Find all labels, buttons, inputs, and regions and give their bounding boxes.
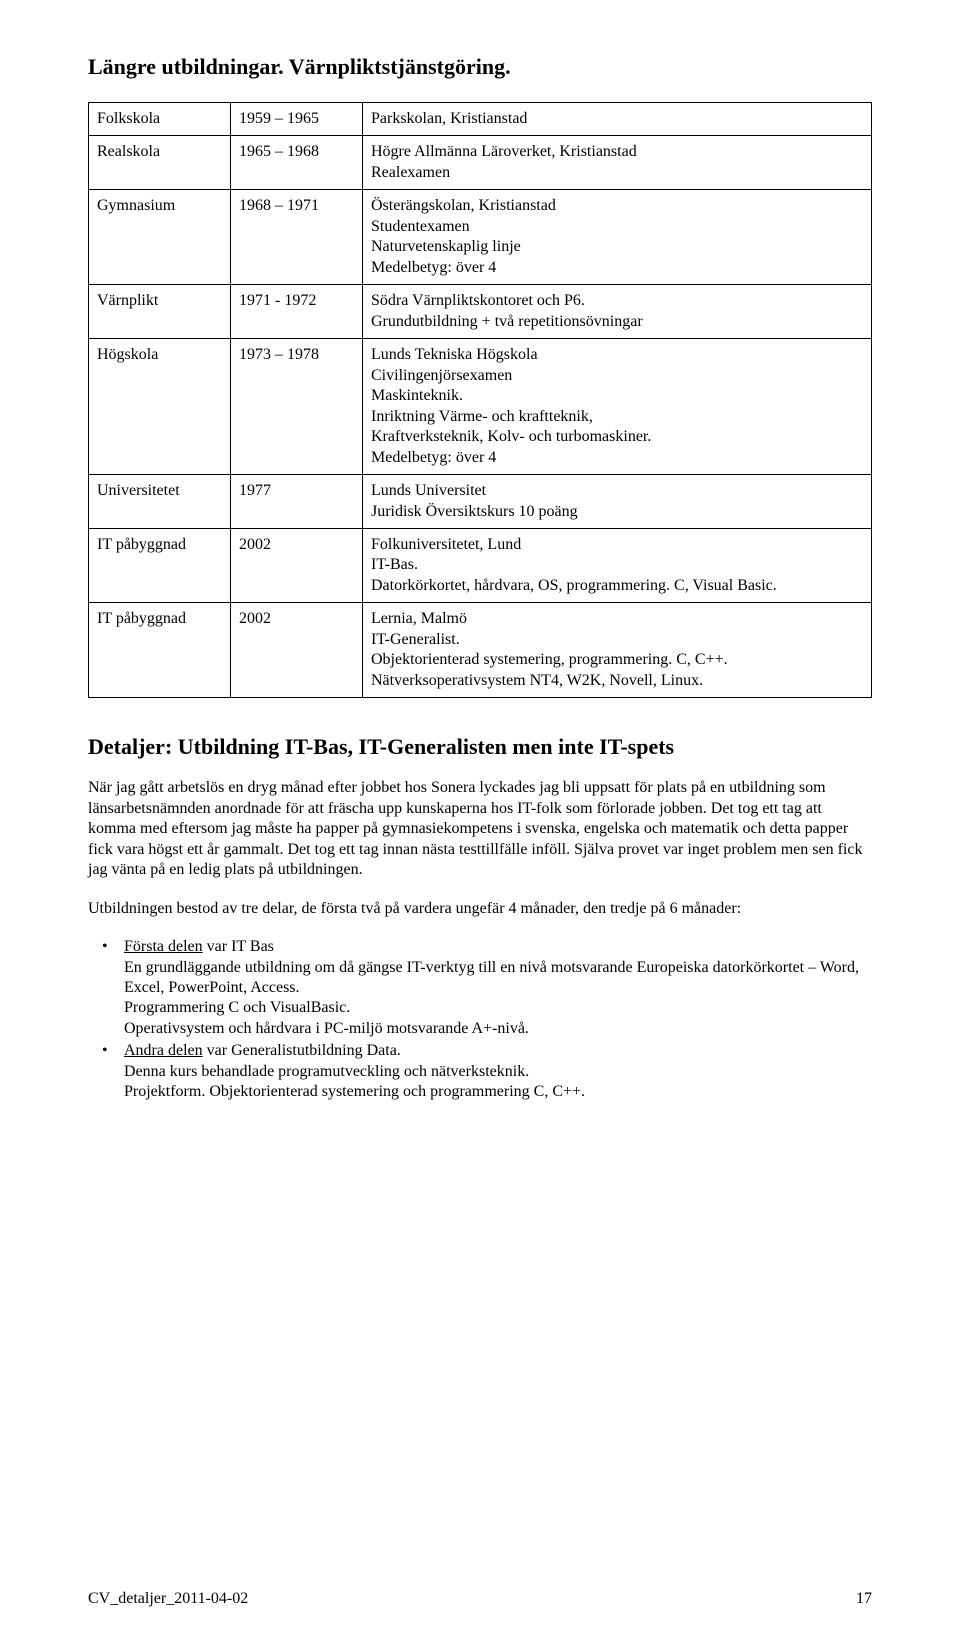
list-item: Första delen var IT Bas En grundläggande… bbox=[110, 937, 872, 1039]
cell-detail: Österängskolan, KristianstadStudentexame… bbox=[363, 190, 872, 285]
cell-years: 1959 – 1965 bbox=[231, 103, 363, 136]
table-row: Folkskola 1959 – 1965 Parkskolan, Kristi… bbox=[89, 103, 872, 136]
page-footer: CV_detaljer_2011-04-02 17 bbox=[88, 1590, 872, 1608]
list-item: Andra delen var Generalistutbildning Dat… bbox=[110, 1041, 872, 1102]
cell-detail: Lernia, MalmöIT-Generalist.Objektoriente… bbox=[363, 603, 872, 698]
cell-category: Realskola bbox=[89, 136, 231, 190]
table-row: IT påbyggnad 2002 Lernia, MalmöIT-Genera… bbox=[89, 603, 872, 698]
cell-detail: Parkskolan, Kristianstad bbox=[363, 103, 872, 136]
table-row: IT påbyggnad 2002 Folkuniversitetet, Lun… bbox=[89, 528, 872, 602]
cell-detail: Lunds UniversitetJuridisk Översiktskurs … bbox=[363, 475, 872, 529]
list-item-lines: Denna kurs behandlade programutveckling … bbox=[124, 1063, 585, 1100]
paragraph: Utbildningen bestod av tre delar, de för… bbox=[88, 899, 872, 919]
cell-category: Högskola bbox=[89, 339, 231, 475]
list-item-title: Andra delen bbox=[124, 1042, 203, 1059]
cell-category: Värnplikt bbox=[89, 285, 231, 339]
cell-detail: Högre Allmänna Läroverket, KristianstadR… bbox=[363, 136, 872, 190]
cell-years: 1965 – 1968 bbox=[231, 136, 363, 190]
cell-detail: Södra Värnpliktskontoret och P6.Grundutb… bbox=[363, 285, 872, 339]
list-item-rest: var Generalistutbildning Data. bbox=[203, 1042, 401, 1059]
cell-years: 1973 – 1978 bbox=[231, 339, 363, 475]
cell-detail: Lunds Tekniska HögskolaCivilingenjörsexa… bbox=[363, 339, 872, 475]
table-row: Gymnasium 1968 – 1971 Österängskolan, Kr… bbox=[89, 190, 872, 285]
paragraph: När jag gått arbetslös en dryg månad eft… bbox=[88, 778, 872, 880]
cell-years: 1968 – 1971 bbox=[231, 190, 363, 285]
table-row: Realskola 1965 – 1968 Högre Allmänna Lär… bbox=[89, 136, 872, 190]
table-row: Värnplikt 1971 - 1972 Södra Värnpliktsko… bbox=[89, 285, 872, 339]
list-item-rest: var IT Bas bbox=[203, 938, 274, 955]
cell-category: IT påbyggnad bbox=[89, 603, 231, 698]
cell-years: 1977 bbox=[231, 475, 363, 529]
parts-list: Första delen var IT Bas En grundläggande… bbox=[88, 937, 872, 1103]
footer-filename: CV_detaljer_2011-04-02 bbox=[88, 1590, 248, 1607]
cell-detail: Folkuniversitetet, LundIT-Bas.Datorkörko… bbox=[363, 528, 872, 602]
cell-years: 2002 bbox=[231, 528, 363, 602]
cell-category: Universitetet bbox=[89, 475, 231, 529]
table-row: Universitetet 1977 Lunds UniversitetJuri… bbox=[89, 475, 872, 529]
education-table: Folkskola 1959 – 1965 Parkskolan, Kristi… bbox=[88, 102, 872, 698]
cell-category: Folkskola bbox=[89, 103, 231, 136]
cell-category: Gymnasium bbox=[89, 190, 231, 285]
cell-category: IT påbyggnad bbox=[89, 528, 231, 602]
cell-years: 1971 - 1972 bbox=[231, 285, 363, 339]
footer-page-number: 17 bbox=[856, 1590, 872, 1608]
table-row: Högskola 1973 – 1978 Lunds Tekniska Högs… bbox=[89, 339, 872, 475]
document-page: Längre utbildningar. Värnpliktstjänstgör… bbox=[0, 0, 960, 1638]
list-item-lines: En grundläggande utbildning om då gängse… bbox=[124, 959, 859, 1037]
list-item-title: Första delen bbox=[124, 938, 203, 955]
education-table-body: Folkskola 1959 – 1965 Parkskolan, Kristi… bbox=[89, 103, 872, 698]
cell-years: 2002 bbox=[231, 603, 363, 698]
details-heading: Detaljer: Utbildning IT-Bas, IT-Generali… bbox=[88, 734, 872, 760]
page-title: Längre utbildningar. Värnpliktstjänstgör… bbox=[88, 54, 872, 80]
